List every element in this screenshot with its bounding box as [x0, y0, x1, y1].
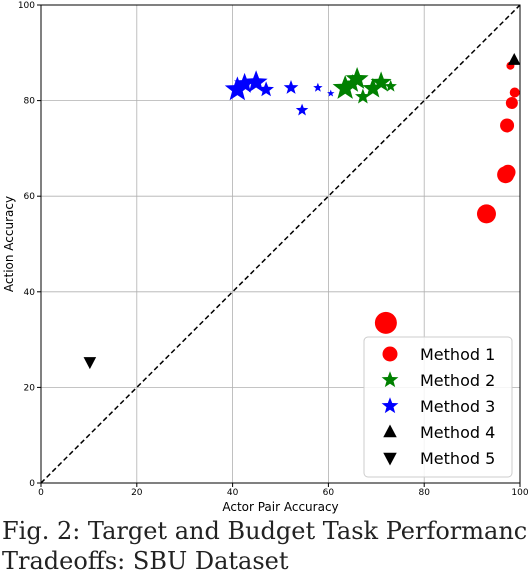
- y-tick-label: 40: [24, 288, 36, 298]
- data-point-star: [327, 89, 335, 97]
- data-point-star: [362, 77, 384, 98]
- data-point-triangle-up: [507, 52, 521, 65]
- series-3: [224, 70, 335, 116]
- x-tick-label: 80: [418, 488, 430, 498]
- data-points: [83, 52, 521, 370]
- data-point-circle: [500, 118, 515, 133]
- y-axis-label: Action Accuracy: [2, 196, 16, 292]
- x-axis-label: Actor Pair Accuracy: [222, 500, 338, 514]
- data-point-star: [295, 103, 309, 116]
- x-tick-label: 20: [131, 488, 143, 498]
- data-point-star: [355, 88, 371, 104]
- data-point-star: [313, 82, 323, 92]
- data-point-star: [244, 70, 268, 93]
- caption-line-2: Tradeoffs: SBU Dataset: [2, 547, 289, 575]
- data-point-star: [345, 67, 369, 89]
- legend-marker-circle: [382, 346, 398, 362]
- y-tick-label: 100: [18, 1, 35, 11]
- x-tick-label: 40: [227, 488, 239, 498]
- y-tick-label: 0: [29, 479, 35, 489]
- diagonal-reference-line: [40, 4, 521, 484]
- legend-label: Method 2: [420, 371, 495, 390]
- data-point-star: [342, 74, 362, 92]
- legend-marker-triangle-up: [383, 424, 397, 438]
- x-tick-label: 60: [323, 488, 335, 498]
- data-point-star: [234, 72, 255, 93]
- series-5: [83, 357, 97, 370]
- series-4: [507, 52, 521, 65]
- y-tick-label: 60: [24, 192, 36, 202]
- legend-label: Method 3: [420, 397, 495, 416]
- legend-label: Method 1: [420, 345, 495, 364]
- legend-label: Method 5: [420, 449, 495, 468]
- y-tick-label: 80: [24, 97, 36, 107]
- data-point-circle: [500, 164, 516, 180]
- figure-caption: Fig. 2: Target and Budget Task Performan…: [2, 516, 528, 576]
- data-point-star: [283, 80, 299, 94]
- plot-frame: [40, 4, 521, 484]
- legend-label: Method 4: [420, 423, 495, 442]
- data-point-star: [258, 81, 274, 97]
- legend: Method 1 Method 2 Method 3 Method 4 Method 5: [363, 336, 513, 478]
- data-point-triangle-down: [83, 357, 97, 370]
- data-point-circle: [505, 96, 518, 109]
- data-point-star: [384, 79, 397, 92]
- legend-marker-triangle-down: [383, 452, 397, 466]
- data-point-circle: [476, 204, 496, 224]
- legend-marker-star: [381, 397, 399, 414]
- y-tick-label: 20: [24, 383, 36, 393]
- series-2: [332, 67, 397, 104]
- data-point-circle: [509, 87, 520, 98]
- data-point-star: [370, 71, 392, 92]
- legend-box: [363, 336, 513, 478]
- data-point-star: [224, 76, 250, 101]
- scatter-chart: 0 20 40 60 80 100 0 20 40 60 80 100 Actor Pair Accu…: [2, 1, 528, 514]
- legend-marker-star: [381, 371, 399, 388]
- axis-ticks: 0 20 40 60 80 100 0 20 40 60 80 100: [18, 1, 528, 498]
- series-1: [374, 61, 520, 334]
- data-point-circle: [374, 311, 397, 334]
- data-point-star: [332, 75, 358, 99]
- x-tick-label: 100: [511, 488, 528, 498]
- x-tick-label: 0: [38, 488, 44, 498]
- caption-line-1: Fig. 2: Target and Budget Task Performan…: [2, 517, 528, 545]
